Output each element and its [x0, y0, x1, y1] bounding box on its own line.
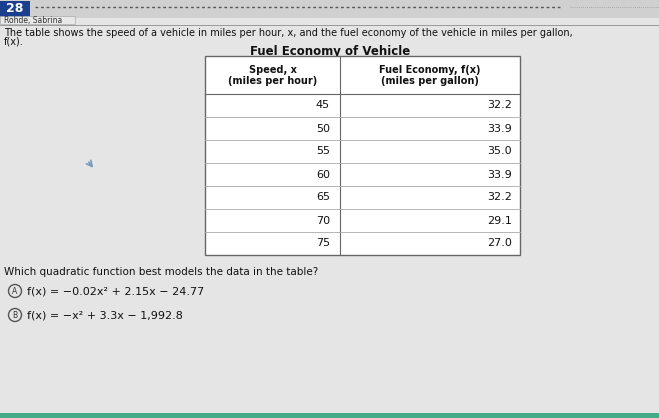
Text: 35.0: 35.0 — [488, 146, 512, 156]
Text: Fuel Economy, f(x): Fuel Economy, f(x) — [379, 65, 481, 75]
Bar — [0, 0, 530, 418]
Text: Fuel Economy of Vehicle: Fuel Economy of Vehicle — [250, 45, 410, 58]
Text: 55: 55 — [316, 146, 330, 156]
Text: 50: 50 — [316, 123, 330, 133]
Bar — [0, 16, 75, 24]
Bar — [0, 1, 30, 17]
Text: 32.2: 32.2 — [487, 193, 512, 202]
Text: f(x) = −x² + 3.3x − 1,992.8: f(x) = −x² + 3.3x − 1,992.8 — [27, 311, 183, 321]
Text: f(x).: f(x). — [4, 37, 24, 47]
Text: A: A — [13, 286, 18, 296]
Text: Rohde, Sabrina: Rohde, Sabrina — [4, 15, 62, 25]
Text: 28: 28 — [7, 3, 24, 15]
Bar — [0, 413, 659, 418]
Text: The table shows the speed of a vehicle in miles per hour, x, and the fuel econom: The table shows the speed of a vehicle i… — [4, 28, 573, 38]
Text: Speed, x: Speed, x — [248, 65, 297, 75]
Text: (miles per gallon): (miles per gallon) — [381, 76, 479, 86]
Text: 32.2: 32.2 — [487, 100, 512, 110]
Text: 65: 65 — [316, 193, 330, 202]
Text: 45: 45 — [316, 100, 330, 110]
Text: f(x) = −0.02x² + 2.15x − 24.77: f(x) = −0.02x² + 2.15x − 24.77 — [27, 287, 204, 297]
Text: 60: 60 — [316, 170, 330, 179]
Bar — [205, 56, 520, 255]
Text: 27.0: 27.0 — [487, 239, 512, 248]
Text: 75: 75 — [316, 239, 330, 248]
Text: 33.9: 33.9 — [487, 123, 512, 133]
Bar — [530, 0, 659, 418]
Bar — [0, 0, 659, 18]
Text: 33.9: 33.9 — [487, 170, 512, 179]
Text: 70: 70 — [316, 216, 330, 225]
Text: (miles per hour): (miles per hour) — [228, 76, 317, 86]
Text: B: B — [13, 311, 18, 319]
Text: Which quadratic function best models the data in the table?: Which quadratic function best models the… — [4, 267, 318, 277]
Text: 29.1: 29.1 — [487, 216, 512, 225]
